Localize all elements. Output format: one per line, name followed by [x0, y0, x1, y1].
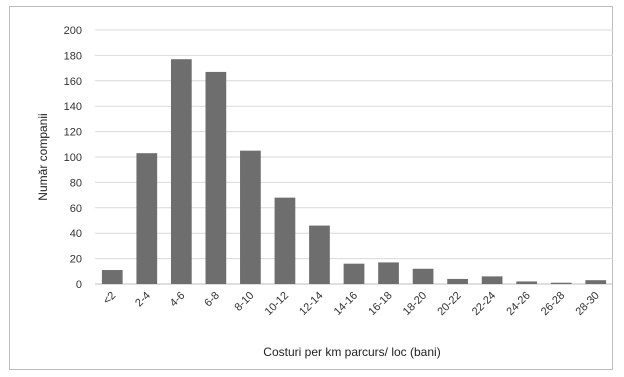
x-tick-label: 4-6 [168, 290, 188, 310]
x-tick-label: 28-30 [573, 290, 601, 318]
x-tick-label: 24-26 [504, 290, 532, 318]
bar-10 [447, 278, 468, 284]
bar-13 [550, 282, 572, 284]
bar-8 [378, 262, 399, 284]
bar-3 [205, 71, 227, 284]
x-tick-label: <2 [101, 290, 118, 307]
y-tick-label: 200 [64, 25, 82, 37]
bar-6 [309, 225, 330, 284]
x-tick-label: 16-18 [366, 290, 394, 318]
x-tick-label: 12-14 [297, 290, 325, 318]
x-tick-label: 10-12 [263, 290, 291, 318]
x-tick-label: 22-24 [470, 290, 498, 318]
bar-14 [585, 280, 607, 284]
y-tick-label: 120 [64, 127, 82, 139]
x-tick-label: 6-8 [202, 290, 222, 310]
bar-9 [412, 268, 434, 284]
y-tick-label: 100 [64, 152, 82, 164]
x-tick-label: 2-4 [133, 290, 153, 310]
y-tick-label: 180 [64, 50, 82, 62]
y-tick-label: 160 [64, 76, 82, 88]
bar-12 [516, 281, 538, 284]
y-tick-label: 60 [70, 203, 82, 215]
bar-1 [136, 153, 158, 284]
y-tick-label: 20 [70, 254, 82, 266]
x-axis-ticks: <2 2-4 4-6 6-8 8-10 10-12 12-14 14-16 16-18 18-20… [101, 290, 602, 318]
bar-5 [274, 197, 296, 284]
bars [101, 59, 607, 285]
bar-0 [101, 270, 123, 284]
y-axis-ticks: 0 20 40 60 80 100 120 140 160 180 200 [64, 25, 82, 291]
x-tick-label: 18-20 [401, 290, 429, 318]
bar-2 [170, 59, 192, 285]
y-tick-label: 40 [70, 228, 82, 240]
y-tick-label: 80 [70, 177, 82, 189]
chart-frame [9, 6, 613, 370]
bar-7 [343, 263, 365, 284]
bar-11 [481, 276, 503, 284]
x-tick-label: 14-16 [332, 290, 360, 318]
y-tick-label: 140 [64, 101, 82, 113]
x-tick-label: 26-28 [539, 290, 567, 318]
y-tick-label: 0 [76, 279, 82, 291]
x-tick-label: 20-22 [435, 290, 463, 318]
bar-4 [240, 150, 261, 284]
x-axis-title: Costuri per km parcurs/ loc (bani) [263, 345, 440, 359]
x-tick-label: 8-10 [232, 290, 256, 314]
y-axis-title: Număr companii [36, 113, 50, 200]
